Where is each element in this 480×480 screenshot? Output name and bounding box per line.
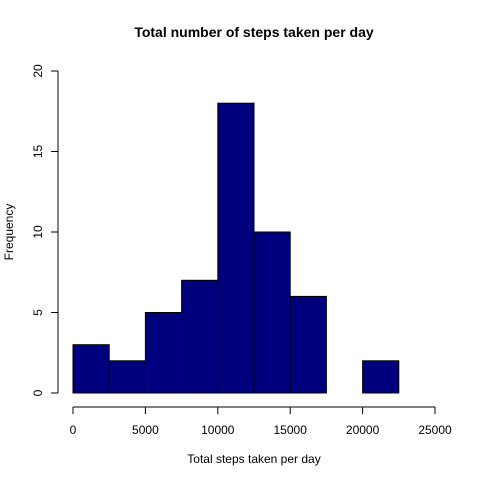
y-tick-label: 10 [31,225,45,239]
histogram-bar [181,279,219,394]
x-tick-label: 20000 [346,423,380,437]
x-tick-label: 10000 [201,423,235,437]
y-tick-label: 5 [31,309,45,316]
x-axis-label: Total steps taken per day [187,452,320,466]
x-tick-label: 5000 [132,423,159,437]
histogram-bar [362,360,400,394]
x-tick-label: 25000 [418,423,452,437]
histogram-bar [289,295,327,394]
y-axis-label: Frequency [2,204,16,261]
y-tick-label: 15 [31,145,45,159]
x-tick-label: 15000 [274,423,308,437]
chart-title: Total number of steps taken per day [134,24,374,40]
histogram-bar [253,231,291,394]
histogram-bar [144,312,183,394]
histogram-bar [217,102,255,394]
histogram-bar [72,344,110,394]
bars-group [72,102,400,394]
y-tick-label: 0 [31,389,45,396]
x-axis: 0 5000 10000 15000 20000 25000 [70,406,452,437]
x-tick-label: 0 [70,423,77,437]
y-axis: 0 5 10 15 20 [31,64,59,396]
y-tick-label: 20 [31,64,45,78]
histogram-bar [108,360,146,394]
